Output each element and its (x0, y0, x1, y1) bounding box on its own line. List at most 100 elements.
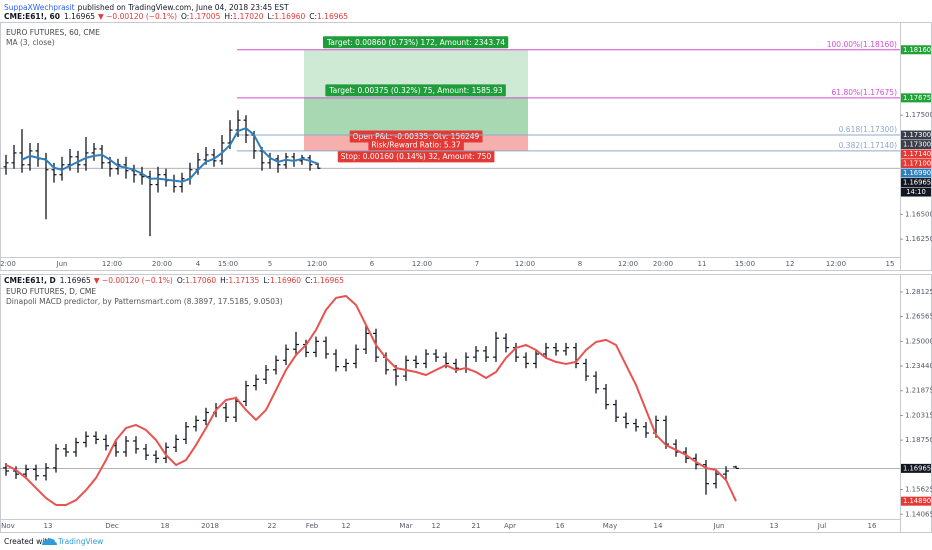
symbol: CME:E61!, D (4, 276, 56, 285)
x-tick-label: 16 (868, 522, 877, 530)
fib-label: 0.382(1.17140) (839, 141, 897, 150)
x-tick-label: Mar (399, 522, 412, 530)
fib-label: 0.618(1.17300) (839, 125, 897, 134)
y-tick-label: 1.28125 (905, 288, 932, 296)
quote-value: 1.16960 (274, 12, 305, 21)
target-zone (304, 97, 528, 136)
chart-title: EURO FUTURES, D, CME (6, 287, 96, 296)
series-line (5, 294, 737, 506)
label-box (325, 84, 506, 97)
y-tick-label: 1.25000 (905, 337, 932, 345)
x-tick-label: 15:00 (735, 260, 755, 268)
target-label: Target: 0.00860 (0.73%) 172, Amount: 234… (326, 38, 505, 47)
x-tick-label: 21 (472, 522, 481, 530)
pnl-label: Open P&L: -0.00335, Qty: 156249 (353, 132, 480, 141)
x-tick-label: 15:00 (218, 260, 238, 268)
published: published on TradingView.com, June 04, 2… (78, 3, 289, 12)
y-tick-label: 1.16250 (905, 235, 932, 243)
fib-label: 100.00%(1.18160) (827, 40, 897, 49)
x-tick-label: 7 (475, 260, 479, 268)
y-tick-label: 1.20315 (905, 411, 932, 419)
price-badge (901, 93, 931, 103)
quote-value: 1.17005 (189, 12, 220, 21)
series-line (21, 127, 319, 183)
price-badge-label: 1.16990 (903, 169, 931, 177)
y-tick-label: 1.18750 (905, 436, 932, 444)
change: ▼ −0.00120 (−0.1%) (94, 276, 173, 285)
price-badge (901, 168, 931, 178)
fib-label: 61.80%(1.17675) (832, 88, 898, 97)
x-tick-label: 11 (698, 260, 707, 268)
price-badge (901, 140, 931, 150)
x-tick-label: 12:00 (412, 260, 432, 268)
x-tick-label: 14 (654, 522, 663, 530)
quote-key: H: (220, 276, 228, 285)
x-tick-label: 12:00 (307, 260, 327, 268)
price-badge-label: 1.17300 (903, 131, 931, 139)
label-box (337, 150, 495, 163)
x-tick-label: 20:00 (653, 260, 673, 268)
symbol-line: CME:E61!, 60 1.16965 ▼ −0.00120 (−0.1%) O:1… (4, 12, 348, 21)
y-tick-label: 1.15625 (905, 486, 932, 494)
legend-entry: Dinapoli MACD predictor, by Patternsmart… (6, 297, 283, 306)
last-price: 1.16965 (60, 276, 91, 285)
change: ▼ −0.00120 (−0.1%) (98, 12, 177, 21)
x-tick-label: Feb (306, 522, 319, 530)
x-tick-label: 13 (44, 522, 53, 530)
footer-brand[interactable]: TradingView (57, 537, 103, 546)
quote-value: 1.16965 (317, 12, 348, 21)
x-tick-label: Jun (56, 260, 68, 268)
x-tick-label: 22 (268, 522, 277, 530)
x-tick-label: Jun (713, 522, 725, 530)
x-tick-label: 12 (432, 522, 441, 530)
price-badge-label: 1.17300 (903, 141, 931, 149)
price-badge (901, 130, 931, 140)
price-badge (901, 463, 931, 473)
price-badge-label: 1.14890 (903, 497, 931, 505)
x-tick-label: 20:00 (152, 260, 172, 268)
x-tick-label: Nov (1, 522, 15, 530)
y-tick-label: 1.16500 (905, 210, 932, 218)
x-tick-label: 18 (161, 522, 170, 530)
price-badge-label: 1.17140 (903, 150, 931, 158)
price-badge (901, 178, 931, 188)
x-tick-label: 5 (268, 260, 272, 268)
x-tick-label: 2:00 (0, 260, 16, 268)
target-label: Target: 0.00375 (0.32%) 75, Amount: 1585… (328, 86, 503, 95)
price-badge (901, 496, 931, 506)
x-tick-label: 12:00 (515, 260, 535, 268)
last-price: 1.16965 (64, 12, 95, 21)
quote-key: C: (305, 276, 313, 285)
quote-key: O: (177, 276, 185, 285)
footer-created: Created with (4, 537, 52, 546)
legend-entry: MA (3, close) (6, 38, 55, 47)
symbol: CME:E61!, 60 (4, 12, 60, 21)
price-badge (901, 45, 931, 55)
quote-key: O: (181, 12, 189, 21)
price-badge-label: 1.16965 (903, 179, 931, 187)
x-tick-label: 16 (556, 522, 565, 530)
x-tick-label: May (603, 522, 617, 530)
x-tick-label: 12:00 (102, 260, 122, 268)
price-badge-label: 1.17100 (903, 160, 931, 168)
x-tick-label: 12 (342, 522, 351, 530)
label-box (322, 36, 509, 49)
y-tick-label: 1.17500 (905, 111, 932, 119)
quote-value: 1.17060 (185, 276, 216, 285)
quote-key: L: (268, 12, 275, 21)
x-tick-label: 12:00 (826, 260, 846, 268)
y-tick-label: 1.26565 (905, 313, 932, 321)
x-tick-label: 15 (886, 260, 895, 268)
author[interactable]: SuppaXWechprasit (4, 3, 75, 12)
price-badge-label: 1.16965 (903, 464, 931, 472)
countdown-label: 14:10 (906, 188, 926, 196)
y-tick-label: 1.23440 (905, 362, 932, 370)
publish-line: SuppaXWechprasit published on TradingView… (4, 3, 289, 12)
quote-value: 1.16965 (313, 276, 344, 285)
quote-value: 1.17020 (233, 12, 264, 21)
logo (42, 538, 57, 545)
countdown-badge (901, 187, 931, 197)
x-tick-label: 12:00 (618, 260, 638, 268)
